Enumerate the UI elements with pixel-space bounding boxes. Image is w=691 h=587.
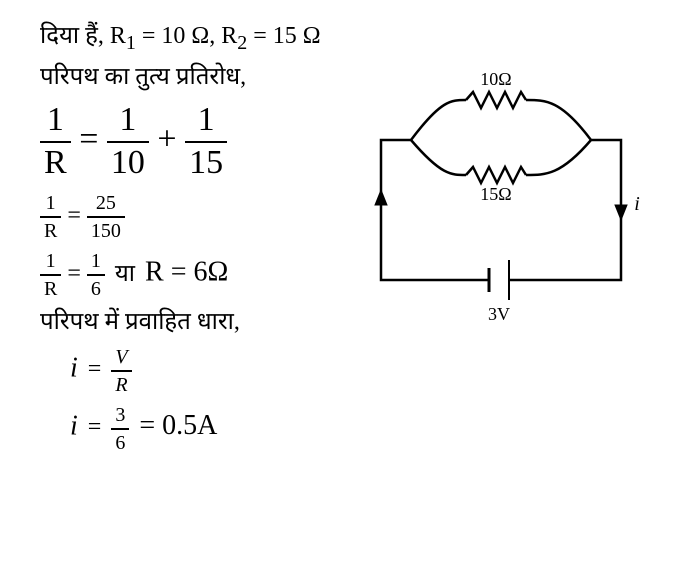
line2: परिपथ का तुत्य प्रतिरोध,	[40, 61, 351, 95]
i-right: i	[634, 193, 640, 215]
eq2-rhs: 25 150	[87, 190, 125, 244]
eq1-plus: +	[157, 121, 176, 158]
sub2: 2	[237, 32, 247, 54]
equation-2: 1 R = 25 150	[40, 190, 351, 244]
r2-label: 15Ω	[480, 184, 511, 204]
eq5-op: =	[88, 414, 102, 440]
equation-4: i = V R	[40, 344, 351, 398]
r1-label: 10Ω	[480, 70, 511, 89]
sub1: 1	[126, 32, 136, 54]
eq3-rhs: 1 6	[87, 248, 105, 302]
eq3-result: R = 6Ω	[145, 257, 228, 288]
equation-5: i = 3 6 = 0.5A	[40, 402, 351, 456]
eq1-f2: 1 15	[185, 100, 227, 184]
given-prefix: दिया हैं, R	[40, 23, 126, 49]
eq1-op1: =	[79, 121, 98, 158]
eq3-or: या	[115, 261, 135, 287]
eq2-lhs: 1 R	[40, 190, 61, 244]
given-line: दिया हैं, R1 = 10 Ω, R2 = 15 Ω	[40, 20, 351, 57]
eq4-lhs: i	[70, 352, 78, 383]
equation-1: 1 R = 1 10 + 1 15	[40, 100, 351, 184]
eq10: = 10 Ω, R	[136, 23, 237, 49]
eq4-op: =	[88, 356, 102, 382]
eq15: = 15 Ω	[247, 23, 320, 49]
eq1-f1: 1 10	[107, 100, 149, 184]
equation-3: 1 R = 1 6 या R = 6Ω	[40, 248, 351, 302]
eq4-rhs: V R	[111, 344, 131, 398]
eq5-rhs: 3 6	[111, 402, 129, 456]
eq5-result: = 0.5A	[139, 410, 217, 441]
v-label: 3V	[488, 304, 510, 324]
eq3-op: =	[67, 261, 81, 287]
eq1-lhs: 1 R	[40, 100, 71, 184]
eq2-op: =	[67, 203, 81, 229]
circuit-diagram: 10Ω 15Ω 3V i i	[371, 20, 651, 460]
eq3-lhs: 1 R	[40, 248, 61, 302]
circuit-svg: 10Ω 15Ω 3V i i	[371, 70, 641, 330]
eq5-lhs: i	[70, 410, 78, 441]
current-line: परिपथ में प्रवाहित धारा,	[40, 306, 351, 340]
